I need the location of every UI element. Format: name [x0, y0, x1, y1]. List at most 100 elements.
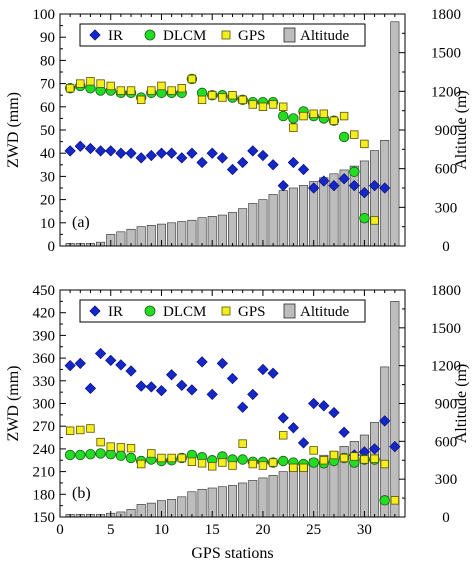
legend-label: IR [108, 304, 123, 320]
legend-label: Altitude [300, 28, 350, 44]
dlcm-point [115, 450, 127, 461]
altitude-bar [187, 491, 197, 518]
gps-point [96, 437, 105, 447]
y2-tick-label: 1500 [431, 46, 461, 62]
gps-point [319, 456, 329, 465]
ir-point [165, 147, 178, 159]
gps-point [116, 86, 126, 95]
altitude-bar [228, 212, 238, 247]
dlcm-point [379, 495, 390, 506]
gps-point [238, 95, 247, 105]
y-tick-label: 240 [33, 442, 56, 458]
altitude-bar [370, 150, 380, 247]
ir-point [267, 367, 279, 379]
gps-point [350, 452, 359, 461]
x-tick-label: 20 [255, 522, 270, 538]
altitude-bar [288, 466, 298, 518]
altitude-bar [167, 222, 177, 247]
ir-point [145, 381, 157, 393]
gps-point [116, 443, 126, 452]
gps-point [360, 139, 369, 149]
gps-point [299, 111, 308, 121]
legend-ir-marker [89, 305, 101, 317]
x-axis-label: GPS stations [191, 545, 273, 562]
gps-point [329, 450, 339, 460]
altitude-bar [238, 482, 248, 518]
y-tick-label: 30 [40, 169, 55, 185]
altitude-bar [187, 219, 197, 247]
gps-point [208, 91, 217, 100]
y2-tick-label: 300 [435, 200, 458, 216]
x-tick-label: 15 [205, 522, 220, 538]
ir-point [257, 363, 269, 376]
y2-tick-label: 0 [442, 239, 450, 255]
gps-point [339, 453, 349, 463]
altitude-bar [197, 217, 207, 247]
gps-point [65, 84, 75, 93]
altitude-bar [390, 21, 400, 247]
gps-point [197, 459, 207, 468]
gps-point [136, 95, 146, 105]
gps-point [157, 81, 166, 91]
altitude-bar [299, 185, 309, 247]
legend-dlcm-marker [144, 305, 156, 317]
y-tick-label: 20 [40, 193, 55, 209]
gps-point [268, 458, 278, 467]
y-tick-label: 390 [33, 328, 56, 344]
y2-tick-label: 1800 [431, 7, 461, 23]
gps-point [106, 81, 115, 91]
legend: IR DLCM GPS Altitude [79, 23, 366, 47]
gps-point [319, 109, 329, 118]
ir-point [267, 159, 279, 171]
legend-dlcm-marker [144, 29, 156, 41]
ir-point [74, 140, 86, 152]
ir-point [308, 182, 320, 194]
ir-point [277, 180, 289, 192]
ir-point [368, 443, 381, 455]
ir-point [247, 145, 259, 157]
ir-point [64, 360, 76, 372]
dlcm-point [85, 448, 96, 460]
altitude-bar [248, 203, 258, 247]
gps-point [228, 461, 237, 470]
dlcm-point [95, 448, 106, 459]
gps-point [350, 130, 359, 139]
y2-tick-label: 900 [435, 123, 458, 139]
ir-point [368, 180, 381, 192]
dlcm-point [288, 113, 299, 124]
ir-point [308, 397, 320, 410]
gps-point [76, 425, 85, 435]
gps-point [147, 449, 156, 458]
gps-point [309, 446, 318, 455]
ir-point [74, 357, 86, 370]
y-tick-label: 10 [40, 216, 55, 232]
y-tick-label: 70 [40, 77, 55, 93]
dlcm-point [75, 449, 86, 461]
altitude-bar [177, 496, 187, 518]
legend-gps-marker [221, 30, 231, 40]
gps-point [390, 496, 400, 505]
gps-point [167, 453, 176, 463]
gps-point [258, 461, 268, 470]
ir-point [186, 384, 198, 396]
gps-point [187, 457, 197, 466]
gps-point [329, 116, 339, 125]
ir-point [206, 388, 218, 401]
panel-label: (b) [72, 485, 91, 502]
ir-point [196, 156, 208, 169]
ir-point [84, 142, 97, 155]
legend-label: GPS [238, 28, 266, 44]
gps-point [218, 458, 227, 467]
y2-tick-label: 1200 [431, 84, 461, 100]
ir-point [226, 163, 239, 176]
ir-point [165, 369, 178, 381]
ir-point [135, 152, 147, 164]
gps-point [228, 91, 237, 100]
legend-label: GPS [238, 304, 266, 320]
ir-point [105, 145, 117, 157]
panel-a: 0 10 20 30 40 50 60 70 80 90 100 0 300 600 900 1200 1500… [5, 7, 470, 255]
gps-point [258, 102, 268, 111]
x-tick-label: 0 [56, 522, 64, 538]
gps-point [65, 426, 75, 435]
